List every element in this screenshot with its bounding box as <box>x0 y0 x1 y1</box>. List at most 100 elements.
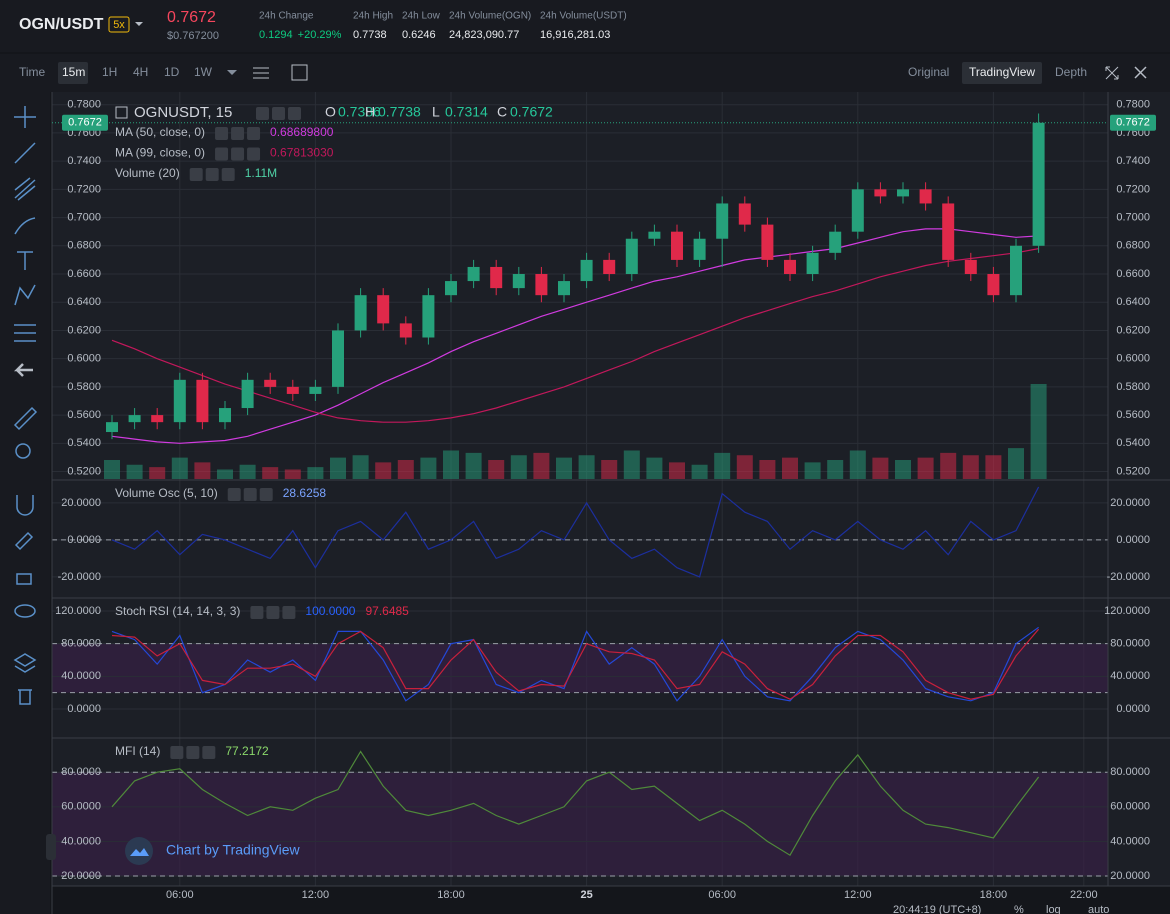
view-option[interactable]: Original <box>908 65 949 79</box>
volume-bar <box>917 457 934 479</box>
tv-logo-icon <box>130 848 149 856</box>
stat-value: 0.1294 <box>259 29 293 41</box>
zoom-tool[interactable] <box>15 443 31 459</box>
indicator-icon[interactable] <box>291 64 308 81</box>
volume-bar <box>556 457 572 479</box>
x-tick-label: 06:00 <box>708 889 736 901</box>
study-icon[interactable] <box>227 488 241 501</box>
volume-bar <box>623 450 640 479</box>
y-tick-label: 0.7200 <box>67 183 101 195</box>
study-icon[interactable] <box>282 606 296 619</box>
view-option[interactable]: TradingView <box>969 65 1035 79</box>
crosshair-tool[interactable] <box>14 106 36 128</box>
interval[interactable]: 15m <box>62 65 85 79</box>
fib-tool[interactable] <box>14 177 36 201</box>
y-tick-label: 40.0000 <box>1110 670 1150 682</box>
y-tick-label: 0.5800 <box>1116 381 1150 393</box>
ohlc-key: O <box>325 104 336 120</box>
study-icon[interactable] <box>256 107 269 120</box>
candle-body <box>264 379 277 387</box>
pattern-tool[interactable] <box>14 284 36 306</box>
magnet-tool[interactable] <box>16 495 34 516</box>
study-icon[interactable] <box>186 746 200 759</box>
last-price: 0.7672 <box>167 9 216 26</box>
symbol[interactable]: OGN/USDT <box>19 16 104 33</box>
interval[interactable]: 1H <box>102 65 117 79</box>
panel-title: MFI (14) <box>115 744 160 758</box>
study-icon[interactable] <box>231 127 245 140</box>
study-icon[interactable] <box>243 488 257 501</box>
study-icon[interactable] <box>247 127 261 140</box>
volume-bar <box>714 452 731 479</box>
eye-tool[interactable] <box>14 604 36 618</box>
drawing-tools[interactable] <box>13 106 38 705</box>
candle-body <box>693 238 706 260</box>
scale-button[interactable]: % <box>1014 904 1024 914</box>
candle-body <box>829 231 842 253</box>
interval[interactable]: 1W <box>194 65 213 79</box>
volume-bar <box>171 457 188 479</box>
interval[interactable]: 1D <box>164 65 180 79</box>
settings-icon[interactable] <box>253 67 269 79</box>
study-name: MA (50, close, 0) <box>115 125 205 139</box>
study-icon[interactable] <box>259 488 273 501</box>
candle-body <box>987 274 1000 296</box>
watermark[interactable]: Chart by TradingView <box>166 842 300 858</box>
prediction-tool[interactable] <box>14 324 36 342</box>
view-option[interactable]: Depth <box>1055 65 1087 79</box>
study-icon[interactable] <box>189 168 203 181</box>
x-tick-label: 12:00 <box>844 889 872 901</box>
brush-tool[interactable] <box>14 217 36 235</box>
x-tick-label: 12:00 <box>302 889 330 901</box>
study-icon[interactable] <box>250 606 264 619</box>
study-icon[interactable] <box>202 746 216 759</box>
collapse-handle[interactable] <box>46 834 56 860</box>
collapse-legend[interactable] <box>115 106 128 119</box>
volume-bar <box>194 462 211 479</box>
delete-tool[interactable] <box>18 689 32 705</box>
volume-bar <box>849 450 866 479</box>
study-icon[interactable] <box>170 746 184 759</box>
dropdown-arrow[interactable] <box>135 22 143 26</box>
text-tool[interactable] <box>17 251 33 270</box>
volume-bar <box>488 460 505 479</box>
interval[interactable]: 4H <box>133 65 148 79</box>
stat-label: 24h Volume(USDT) <box>540 11 627 22</box>
study-icon[interactable] <box>288 107 301 120</box>
y-tick-label: 40.0000 <box>1110 835 1150 847</box>
scale-button[interactable]: log <box>1046 904 1061 914</box>
candle-body <box>106 422 118 433</box>
candle-body <box>851 189 864 232</box>
stat-value: 0.6246 <box>402 29 436 41</box>
study-icon[interactable] <box>215 147 229 161</box>
legend-symbol: OGNUSDT, 15 <box>134 104 232 121</box>
fullscreen-icon[interactable] <box>1105 66 1119 80</box>
study-icon[interactable] <box>215 127 229 140</box>
study-icon[interactable] <box>205 168 219 181</box>
y-tick-label: 0.6800 <box>1116 240 1150 252</box>
leverage[interactable]: 5x <box>113 19 125 31</box>
panel-value: 28.6258 <box>283 486 327 500</box>
study-icon[interactable] <box>221 168 235 181</box>
interval[interactable]: Time <box>19 65 46 79</box>
study-icon[interactable] <box>272 107 285 120</box>
dropdown-arrow[interactable] <box>227 70 237 75</box>
lock-draw-tool[interactable] <box>14 531 34 551</box>
close-icon[interactable] <box>1134 66 1147 79</box>
candle-body <box>399 323 412 338</box>
last-price-label-right-bg <box>1110 114 1156 131</box>
scale-button[interactable]: auto <box>1088 904 1109 914</box>
study-name: MA (99, close, 0) <box>115 146 205 160</box>
study-icon[interactable] <box>231 147 245 161</box>
volume-bar <box>239 464 256 479</box>
clock: 20:44:19 (UTC+8) <box>893 904 981 914</box>
stat-value: 16,916,281.03 <box>540 29 610 41</box>
study-icon[interactable] <box>247 147 261 161</box>
lock-tool[interactable] <box>16 573 32 585</box>
line-tool[interactable] <box>14 142 36 164</box>
back-tool[interactable] <box>13 363 33 377</box>
indicator-line <box>111 628 1040 700</box>
study-icon[interactable] <box>266 606 280 619</box>
ruler-tool[interactable] <box>13 406 38 431</box>
layers-tool[interactable] <box>13 653 37 673</box>
